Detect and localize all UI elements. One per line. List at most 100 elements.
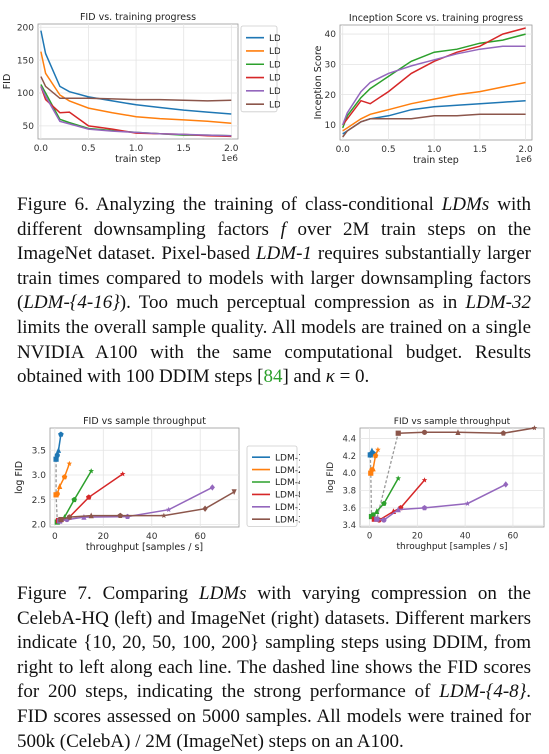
data-point-ldm-16 <box>464 500 471 506</box>
caption-text: with varying compression on the CelebA-H… <box>17 583 531 703</box>
caption-text: f <box>280 218 286 240</box>
legend-label: LDM-16 <box>275 503 300 513</box>
x-tick-label: 1.0 <box>427 145 442 155</box>
data-point-ldm-2 <box>368 470 374 476</box>
caption-text: ). Too much perceptual compression as in <box>119 292 466 314</box>
y-tick-label: 20 <box>325 91 337 101</box>
y-tick-label: 3.5 <box>32 446 46 456</box>
x-tick-label: 0.0 <box>34 144 49 154</box>
data-point-ldm-32 <box>202 505 208 512</box>
y-tick-label: 50 <box>23 122 35 132</box>
series-line-ldm-16 <box>341 45 526 126</box>
series-line-ldm-16 <box>40 86 232 137</box>
x-tick-label: 20 <box>412 532 423 542</box>
caption-text: LDMs <box>199 583 247 604</box>
x-tick-label: 0.5 <box>81 144 95 154</box>
caption-text: LDM-32 <box>465 292 531 314</box>
caption-text: Figure 6. Analyzing the training of clas… <box>17 194 442 215</box>
legend-label: LDM-32 <box>275 515 300 525</box>
data-point-ldm-32 <box>421 429 428 435</box>
y-tick-label: 100 <box>17 89 34 99</box>
data-point-ldm-32 <box>88 512 94 519</box>
figure7-imagenet-chart: 0 20 40 60 3.4 3.6 3.8 4.0 4.2 4.4 FID vs sample t… <box>326 417 545 552</box>
data-point-ldm-2 <box>54 491 60 497</box>
chart-title: Inception Score vs. training progress <box>349 13 523 24</box>
y-tick-label: 2.5 <box>32 496 46 506</box>
data-point-ldm-32 <box>531 425 538 431</box>
plot-area <box>37 23 239 140</box>
data-point-ldm-1 <box>54 452 60 458</box>
legend-label: LDM-1 <box>275 453 300 463</box>
x-tick-label: 40 <box>146 532 158 542</box>
chart-title: FID vs. training progress <box>80 12 196 23</box>
x-axis-label: train step <box>413 155 459 166</box>
data-point-ldm-16 <box>374 516 380 522</box>
legend-label: LDM-16 <box>269 87 280 97</box>
data-point-ldm-2 <box>372 452 379 459</box>
x-tick-label: 2.0 <box>518 145 533 155</box>
caption-text: over 2M train steps on the ImageNet data… <box>17 218 532 265</box>
caption-text: LDM-{4-16} <box>23 292 120 314</box>
data-point-ldm-2 <box>61 474 68 480</box>
data-point-ldm-32 <box>455 429 461 435</box>
legend-label: LDM-8 <box>269 74 280 84</box>
data-point-ldm-1 <box>55 447 62 453</box>
series-line-ldm-8 <box>342 27 526 126</box>
data-point-ldm-16 <box>209 484 215 491</box>
y-axis-label: log FID <box>326 462 336 493</box>
data-point-ldm-32 <box>117 512 123 518</box>
y-axis-label: log FID <box>14 461 25 494</box>
caption-text: with different downsampling factors <box>17 194 531 240</box>
y-tick-label: 200 <box>17 23 34 33</box>
x-tick-label: 60 <box>508 532 519 542</box>
y-tick-label: 40 <box>325 30 337 40</box>
data-point-ldm-32 <box>58 516 64 523</box>
series-line-ldm-1 <box>40 30 232 115</box>
y-tick-label: 30 <box>325 60 337 70</box>
chart-title: FID vs sample throughput <box>394 417 511 427</box>
data-point-ldm-2 <box>375 446 381 453</box>
series-line-ldm-2 <box>40 51 232 124</box>
caption-text: LDM-{4-8} <box>439 681 527 703</box>
plot-area <box>49 427 240 528</box>
data-point-ldm-4 <box>71 496 77 503</box>
data-point-ldm-16 <box>166 506 172 512</box>
x-axis-label: train step <box>115 154 161 165</box>
x-tick-label: 60 <box>195 532 207 542</box>
caption-text: κ <box>325 366 335 388</box>
data-point-ldm-8 <box>119 471 126 477</box>
x-axis-multiplier: 1e6 <box>221 154 238 164</box>
chart-title: FID vs sample throughput <box>83 416 206 427</box>
x-axis-label: throughput [samples / s] <box>396 542 507 552</box>
x-tick-label: 40 <box>460 532 471 542</box>
y-tick-label: 2.0 <box>32 521 47 531</box>
legend-label: LDM-2 <box>275 466 300 476</box>
data-point-ldm-2 <box>370 465 376 472</box>
legend-label: LDM-4 <box>275 478 300 488</box>
y-tick-label: 3.4 <box>342 521 356 531</box>
legend-label: LDM-2 <box>269 47 280 57</box>
data-point-ldm-4 <box>88 468 94 474</box>
y-axis-label: Inception Score <box>313 45 324 119</box>
caption-text: limits the overall sample quality. All m… <box>17 316 531 388</box>
y-tick-label: 3.0 <box>32 471 47 481</box>
legend-label: LDM-4 <box>269 60 280 70</box>
figure6-caption: Figure 6. Analyzing the training of clas… <box>17 193 531 390</box>
x-axis-label: throughput [samples / s] <box>86 542 203 553</box>
caption-text: requires substantially larger train time… <box>17 243 531 314</box>
data-point-ldm-16 <box>395 506 401 513</box>
data-point-ldm-16 <box>381 517 387 523</box>
y-tick-label: 150 <box>17 56 34 66</box>
citation-link[interactable]: 84 <box>263 366 283 388</box>
legend-label: LDM-8 <box>275 491 300 501</box>
data-point-ldm-32 <box>395 430 401 436</box>
plot-area <box>339 24 533 141</box>
data-point-ldm-32 <box>66 514 72 520</box>
data-point-ldm-32 <box>161 512 167 518</box>
figure6-is-chart: 0.0 0.5 1.0 1.5 2.0 10 20 30 40 Inception Score v… <box>313 13 533 166</box>
x-tick-label: 1.5 <box>473 145 487 155</box>
y-tick-label: 4.2 <box>342 452 356 462</box>
x-axis-multiplier: 1e6 <box>515 155 532 165</box>
data-point-ldm-4 <box>395 475 401 481</box>
caption-text: LDM-1 <box>255 243 312 265</box>
